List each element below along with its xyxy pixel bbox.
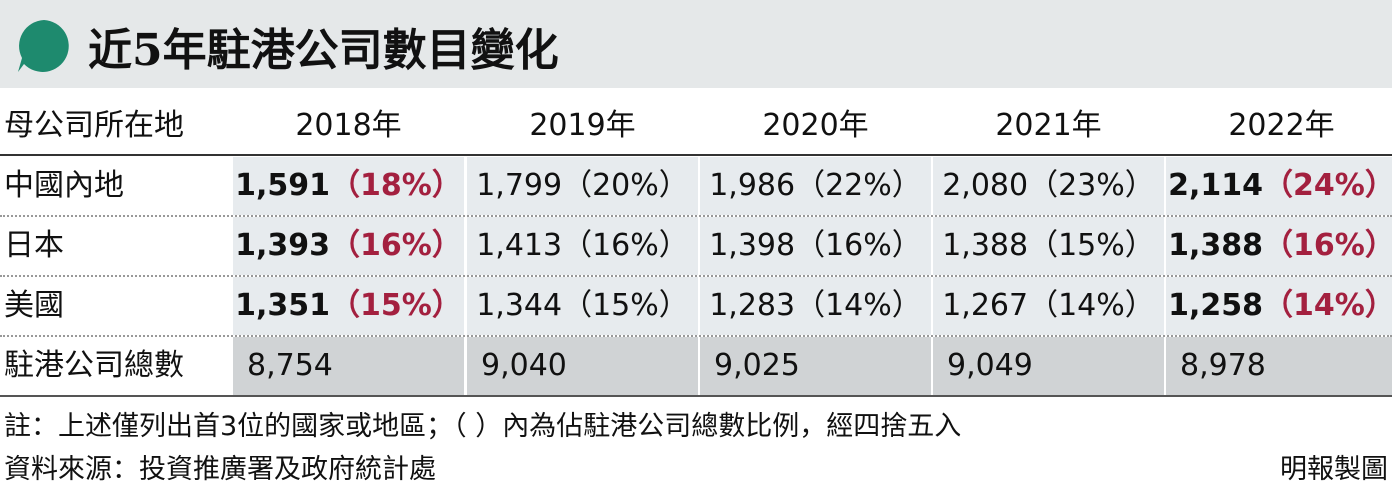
share: （14%） (1028, 288, 1155, 323)
count: 2,080 (942, 168, 1029, 203)
count: 1,388 (942, 228, 1029, 263)
total-cell: 8,978 (1180, 348, 1266, 383)
count: 1,283 (709, 288, 796, 323)
column-header: 2020年 (762, 108, 869, 143)
count: 1,351 (235, 288, 331, 323)
cell-bg (700, 157, 931, 215)
credit: 明報製圖 (1280, 454, 1388, 481)
bottom-rule (0, 395, 1392, 397)
cell-bg (467, 277, 698, 335)
share: （23%） (1028, 168, 1155, 203)
share: （15%） (562, 288, 689, 323)
count: 1,388 (1168, 228, 1264, 263)
cell: 1,258（14%） (1166, 276, 1392, 336)
cell-bg (1166, 157, 1392, 215)
share: （14%） (795, 288, 922, 323)
cell: 1,283（14%） (700, 276, 931, 336)
total-cell: 9,049 (947, 348, 1033, 383)
column-header: 2021年 (995, 108, 1102, 143)
column-header: 母公司所在地 (4, 108, 184, 143)
count: 1,398 (709, 228, 796, 263)
cell-bg (467, 217, 698, 275)
cell-bg (233, 157, 464, 215)
cell-bg (700, 217, 931, 275)
share: （16%） (1263, 228, 1392, 263)
count: 1,591 (235, 168, 331, 203)
total-bg (467, 337, 698, 395)
row-label: 日本 (4, 228, 64, 263)
total-bg (1166, 337, 1392, 395)
row-separator (0, 335, 1392, 337)
column-header: 2022年 (1228, 108, 1335, 143)
cell: 1,344（15%） (467, 276, 698, 336)
count: 1,986 (709, 168, 796, 203)
cell-bg (933, 277, 1164, 335)
cell: 1,388（16%） (1166, 216, 1392, 276)
total-bg (700, 337, 931, 395)
total-cell: 8,754 (247, 348, 333, 383)
header-rule (0, 154, 1392, 156)
note: 註：上述僅列出首3位的國家或地區；（ ）內為佔駐港公司總數比例，經四捨五入 (4, 411, 962, 442)
cell-bg (933, 157, 1164, 215)
bubble-icon (18, 20, 69, 72)
cell: 1,986（22%） (700, 156, 931, 216)
count: 2,114 (1168, 168, 1264, 203)
share: （18%） (330, 168, 462, 203)
count: 1,258 (1168, 288, 1264, 323)
count: 1,344 (476, 288, 563, 323)
row-separator (0, 215, 1392, 217)
total-bg (233, 337, 464, 395)
row-label: 中國內地 (4, 168, 124, 203)
count: 1,799 (476, 168, 563, 203)
column-header: 2019年 (529, 108, 636, 143)
share: （16%） (330, 228, 462, 263)
cell: 2,080（23%） (933, 156, 1164, 216)
total-cell: 9,025 (714, 348, 800, 383)
cell: 1,591（18%） (233, 156, 464, 216)
cell-bg (700, 277, 931, 335)
cell: 1,398（16%） (700, 216, 931, 276)
total-bg (933, 337, 1164, 395)
count: 1,267 (942, 288, 1029, 323)
row-separator (0, 275, 1392, 277)
cell-bg (233, 277, 464, 335)
cell: 1,393（16%） (233, 216, 464, 276)
share: （16%） (795, 228, 922, 263)
cell: 1,388（15%） (933, 216, 1164, 276)
count: 1,413 (476, 228, 563, 263)
share: （20%） (562, 168, 689, 203)
row-label: 駐港公司總數 (4, 348, 184, 383)
title: 近5年駐港公司數目變化 (88, 25, 559, 76)
cell: 1,351（15%） (233, 276, 464, 336)
share: （22%） (795, 168, 922, 203)
count: 1,393 (235, 228, 331, 263)
column-header: 2018年 (295, 108, 402, 143)
cell-bg (1166, 217, 1392, 275)
cell: 2,114（24%） (1166, 156, 1392, 216)
cell-bg (1166, 277, 1392, 335)
title-bar (0, 0, 1392, 88)
share: （14%） (1263, 288, 1392, 323)
cell-bg (467, 157, 698, 215)
cell: 1,267（14%） (933, 276, 1164, 336)
cell: 1,413（16%） (467, 216, 698, 276)
share: （15%） (1028, 228, 1155, 263)
share: （15%） (330, 288, 462, 323)
row-label: 美國 (4, 288, 64, 323)
source: 資料來源：投資推廣署及政府統計處 (4, 454, 436, 481)
share: （16%） (562, 228, 689, 263)
cell-bg (933, 217, 1164, 275)
cell-bg (233, 217, 464, 275)
share: （24%） (1263, 168, 1392, 203)
cell: 1,799（20%） (467, 156, 698, 216)
total-cell: 9,040 (481, 348, 567, 383)
